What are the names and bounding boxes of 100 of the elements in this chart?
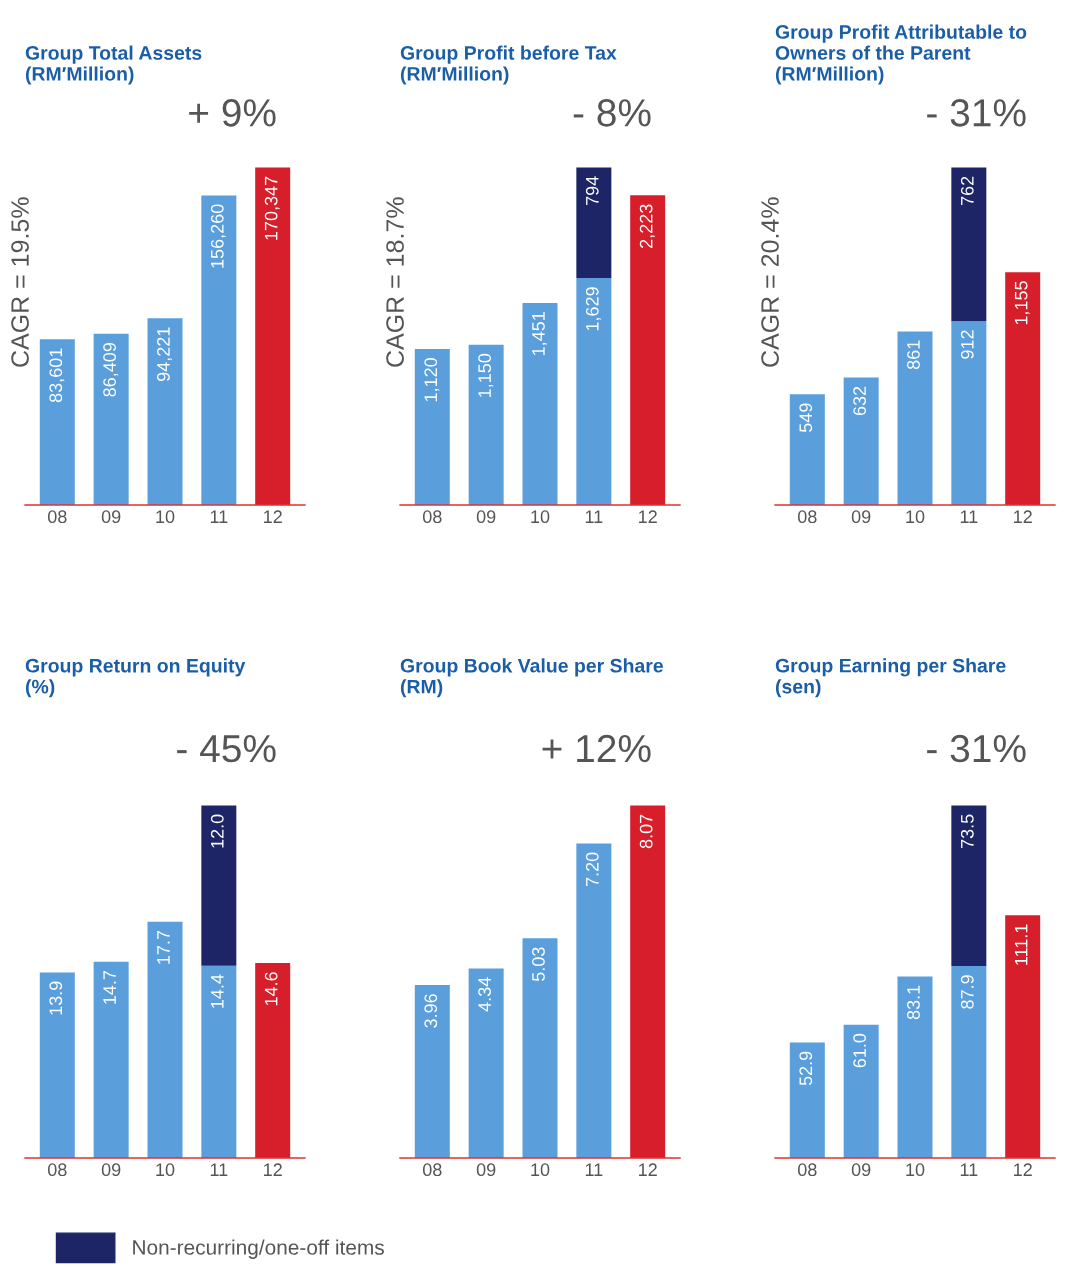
data-label: 5.03 <box>532 947 545 982</box>
data-label: 170,347 <box>264 176 280 240</box>
chart-title: Group Earning per Share (sen) <box>775 658 1006 698</box>
bar <box>843 377 879 505</box>
data-label: 61.0 <box>853 1033 866 1068</box>
text: - 8% <box>573 99 651 127</box>
x-tick-label: 12 <box>639 1163 657 1176</box>
x-tick-label: 08 <box>47 1163 67 1177</box>
data-label: 87.9 <box>960 975 974 1009</box>
chart-title: Group Profit Attributable to Owners of the Parent (RM′Million) <box>775 24 1027 85</box>
data-label: 861 <box>907 340 920 370</box>
data-label: 632 <box>853 386 866 416</box>
bar <box>951 167 987 322</box>
x-tick-label: 12 <box>1014 1163 1032 1176</box>
data-label: 1,155 <box>1014 281 1030 325</box>
data-label: 1,451 <box>532 312 547 356</box>
data-label: 94,221 <box>157 327 172 382</box>
data-label: 14.4 <box>211 974 224 1008</box>
bar <box>39 972 75 1158</box>
chart-title: Group Return on Equity (%) <box>25 658 246 698</box>
data-label: 111.1 <box>1014 924 1028 965</box>
data-label: 1,629 <box>585 287 601 331</box>
text: + 12% <box>542 734 651 763</box>
chart-title: Group Profit before Tax (RM′Million) <box>400 45 617 85</box>
x-tick-label: 10 <box>906 510 925 524</box>
data-label: 1,120 <box>424 358 440 402</box>
bar <box>897 976 933 1158</box>
x-tick-label: 08 <box>47 510 67 524</box>
annotation: CAGR = 19.5% <box>11 197 29 367</box>
data-label: 83.1 <box>907 985 920 1020</box>
data-label: 83,601 <box>49 348 65 403</box>
x-tick-label: 10 <box>156 510 175 524</box>
x-tick-label: 08 <box>422 510 442 524</box>
x-tick-label: 09 <box>101 1163 121 1177</box>
x-tick-label: 11 <box>585 510 603 523</box>
bar <box>576 278 612 505</box>
text: - 31% <box>927 99 1026 127</box>
data-label: 3.96 <box>424 994 438 1028</box>
bar <box>789 394 825 505</box>
x-tick-label: 10 <box>531 510 550 524</box>
chart-title: Group Book Value per Share (RM) <box>400 658 663 698</box>
data-label: 1,150 <box>478 353 494 397</box>
bar <box>522 938 558 1158</box>
x-tick-label: 08 <box>797 510 817 524</box>
text: - 31% <box>927 734 1026 763</box>
bar <box>255 963 291 1158</box>
x-tick-label: 10 <box>906 1163 925 1177</box>
bar <box>201 965 237 1158</box>
data-label: 17.7 <box>157 930 170 964</box>
data-label: 912 <box>960 330 974 359</box>
legend-label: Non-recurring/one-off items <box>133 1239 384 1259</box>
x-tick-label: 11 <box>960 1163 978 1176</box>
bar <box>147 318 183 505</box>
data-label: 794 <box>585 176 599 206</box>
bar <box>789 1042 825 1158</box>
data-label: 2,223 <box>639 204 655 248</box>
text: - 45% <box>177 734 276 763</box>
x-tick-label: 12 <box>639 510 657 523</box>
data-label: 52.9 <box>799 1051 813 1086</box>
bar <box>147 921 183 1158</box>
x-tick-label: 12 <box>1014 510 1032 523</box>
bar <box>414 349 450 505</box>
bar <box>1005 272 1041 505</box>
data-label: 14.6 <box>264 972 278 1006</box>
bar <box>576 167 612 279</box>
x-tick-label: 10 <box>531 1163 550 1177</box>
chart-title: Group Total Assets (RM′Million) <box>25 45 202 85</box>
x-tick-label: 09 <box>851 1163 871 1177</box>
bar <box>468 968 504 1158</box>
x-tick-label: 11 <box>960 510 978 523</box>
data-label: 4.34 <box>478 977 491 1012</box>
bar <box>414 985 450 1158</box>
data-label: 12.0 <box>210 814 224 848</box>
x-tick-label: 12 <box>264 510 282 523</box>
annotation: CAGR = 18.7% <box>386 197 404 367</box>
data-label: 86,409 <box>103 342 119 397</box>
bar <box>630 805 666 1158</box>
bar <box>522 302 558 505</box>
data-label: 549 <box>799 403 813 433</box>
bar <box>255 167 291 505</box>
data-label: 762 <box>960 176 974 206</box>
annotation: CAGR = 20.4% <box>761 197 779 367</box>
text: + 9% <box>189 99 276 127</box>
bar <box>897 331 933 505</box>
x-tick-label: 09 <box>476 510 496 524</box>
data-label: 13.9 <box>49 981 63 1015</box>
data-label: 7.20 <box>585 852 599 887</box>
bar <box>93 333 129 505</box>
x-tick-label: 11 <box>210 510 228 523</box>
bar <box>951 321 987 505</box>
x-tick-label: 11 <box>585 1163 603 1176</box>
x-tick-label: 11 <box>210 1163 228 1176</box>
bar <box>951 805 987 967</box>
data-label: 73.5 <box>960 814 974 849</box>
x-tick-label: 08 <box>422 1163 442 1177</box>
x-tick-label: 09 <box>476 1163 496 1177</box>
bar <box>93 961 129 1158</box>
data-label: 8.07 <box>639 814 653 849</box>
bar <box>843 1024 879 1158</box>
bar <box>630 195 666 505</box>
